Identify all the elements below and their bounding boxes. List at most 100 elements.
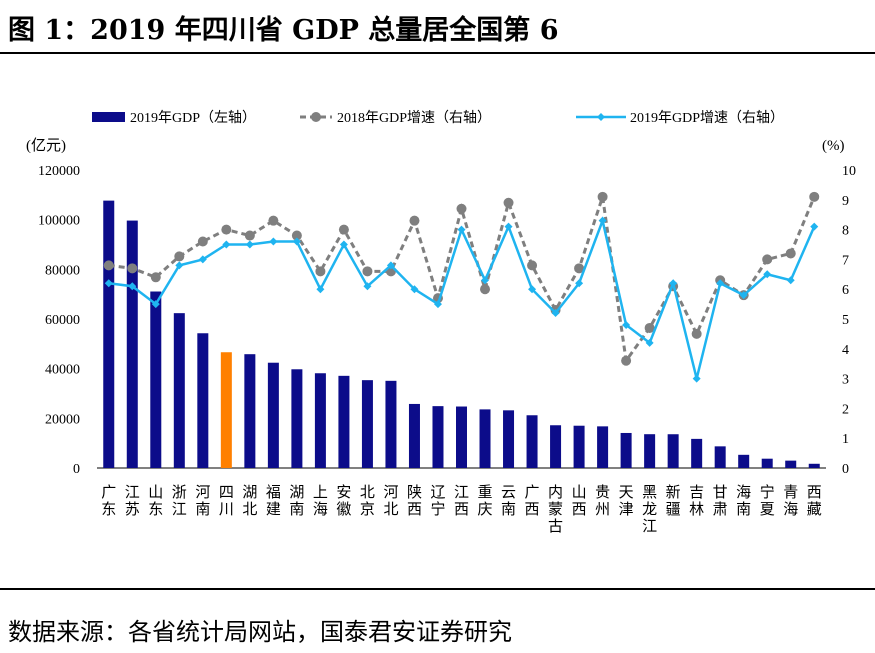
point-2019-贵州	[598, 216, 607, 225]
bar-四川	[220, 352, 232, 468]
category-label: 辽	[430, 484, 445, 501]
point-2019-湖北	[245, 240, 254, 249]
point-2019-安徽	[339, 240, 348, 249]
point-2018-贵州	[597, 191, 608, 202]
category-label: 西	[407, 502, 422, 518]
category-label: 北	[242, 501, 257, 518]
bar-北京	[361, 380, 373, 468]
point-2019-上海	[316, 285, 325, 294]
point-2018-天津	[621, 355, 632, 366]
bar-江苏	[126, 220, 138, 468]
bar-湖北	[244, 354, 256, 468]
point-2019-云南	[504, 222, 513, 231]
point-2019-陕西	[410, 285, 419, 294]
legend-bar-swatch	[92, 112, 125, 122]
line-2	[108, 216, 816, 379]
right-tick-label: 3	[842, 373, 849, 388]
left-tick-label: 0	[73, 462, 80, 477]
point-2019-新疆	[669, 279, 678, 288]
point-2018-河南	[197, 236, 208, 247]
legend-label: 2019年GDP增速（右轴）	[630, 110, 784, 126]
point-2018-陕西	[409, 215, 420, 226]
point-2018-广东	[103, 260, 114, 271]
bar-辽宁	[432, 406, 444, 468]
category-label: 山	[148, 484, 163, 501]
category-label: 宁	[760, 484, 775, 501]
point-2019-辽宁	[433, 300, 442, 309]
category-label: 江	[642, 518, 657, 535]
point-2019-湖南	[292, 237, 301, 246]
category-label: 京	[360, 501, 375, 518]
bar-上海	[314, 373, 326, 468]
category-label: 北	[360, 484, 375, 501]
category-label: 藏	[807, 501, 822, 518]
category-label: 津	[619, 501, 634, 518]
point-2018-宁夏	[762, 254, 773, 265]
category-label: 广	[525, 484, 540, 501]
right-tick-label: 1	[842, 432, 849, 447]
category-label: 四	[219, 485, 234, 501]
left-axis-label: (亿元)	[26, 137, 66, 154]
category-label: 西	[454, 502, 469, 518]
top-rule	[0, 52, 875, 54]
point-2018-四川	[221, 224, 232, 235]
left-tick-label: 80000	[45, 263, 80, 278]
category-label: 陕	[407, 484, 422, 501]
category-label: 海	[736, 484, 751, 501]
category-label: 江	[454, 484, 469, 501]
point-2019-河北	[386, 261, 395, 270]
bar-福建	[267, 362, 279, 468]
bar-吉林	[691, 438, 703, 468]
point-2018-西藏	[809, 191, 820, 202]
category-label: 安	[336, 484, 351, 501]
bar-江西	[456, 406, 467, 468]
legend-2019-marker	[597, 113, 605, 121]
bar-河北	[385, 380, 397, 468]
bar-浙江	[173, 313, 185, 468]
point-2018-安徽	[338, 224, 349, 235]
point-2018-浙江	[174, 251, 185, 262]
category-label: 徽	[336, 501, 351, 518]
category-label: 青	[783, 484, 798, 501]
right-tick-label: 5	[842, 313, 849, 328]
point-2018-青海	[785, 248, 796, 259]
bar-广西	[526, 415, 538, 468]
bar-青海	[785, 460, 797, 468]
bar-新疆	[667, 434, 679, 468]
point-2018-云南	[503, 197, 514, 208]
category-label: 重	[478, 484, 493, 501]
category-label: 内	[548, 484, 563, 501]
point-2019-重庆	[481, 276, 490, 285]
category-label: 江	[125, 484, 140, 501]
bar-云南	[503, 410, 515, 468]
right-tick-label: 6	[842, 283, 849, 298]
point-2019-天津	[622, 320, 631, 329]
left-tick-label: 40000	[45, 363, 80, 378]
bar-海南	[738, 454, 750, 468]
point-2019-黑龙江	[645, 338, 654, 347]
category-label: 东	[101, 501, 116, 518]
point-2018-山东	[150, 272, 161, 283]
category-label: 川	[219, 502, 234, 518]
point-2018-重庆	[480, 284, 491, 295]
category-label: 西	[572, 502, 587, 518]
point-2019-河南	[198, 255, 207, 264]
point-2019-吉林	[692, 374, 701, 383]
category-label: 江	[172, 501, 187, 518]
legend-2018-marker	[311, 112, 321, 122]
point-2018-江苏	[127, 263, 138, 274]
category-label: 南	[501, 501, 516, 518]
point-2018-湖南	[291, 230, 302, 241]
category-label: 肃	[713, 501, 728, 518]
category-label: 南	[289, 501, 304, 518]
legend-label: 2018年GDP增速（右轴）	[337, 110, 491, 126]
point-2019-青海	[786, 276, 795, 285]
point-2018-吉林	[691, 328, 702, 339]
category-label: 古	[548, 518, 563, 535]
point-2019-山西	[575, 279, 584, 288]
left-tick-label: 100000	[38, 214, 80, 229]
right-tick-label: 9	[842, 194, 849, 209]
point-2019-山东	[151, 300, 160, 309]
bar-甘肃	[714, 446, 726, 468]
point-2018-上海	[315, 266, 326, 277]
